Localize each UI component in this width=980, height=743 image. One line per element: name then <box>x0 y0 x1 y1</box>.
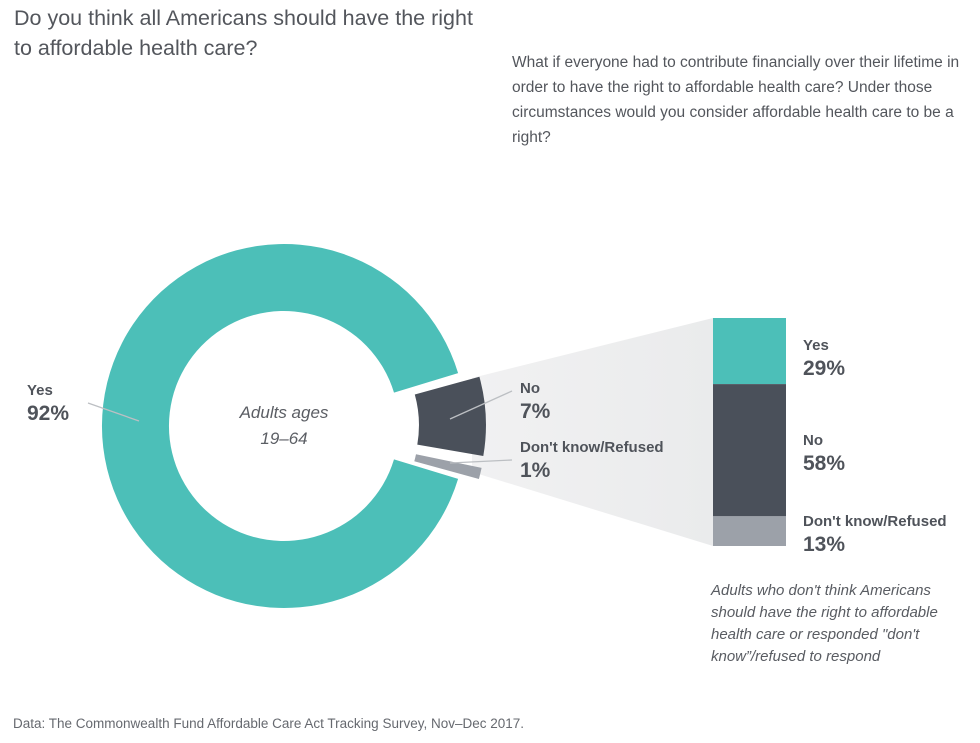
leader-line-dont-know <box>449 459 513 464</box>
data-source-footnote: Data: The Commonwealth Fund Affordable C… <box>13 716 525 731</box>
donut-center-label: Adults ages 19–64 <box>164 400 404 452</box>
donut-value-no: 7% <box>520 400 551 423</box>
leader-line-no <box>449 390 513 420</box>
bar-callout-dont-know: Don't know/Refused 13% <box>803 511 947 558</box>
donut-callout-dont-know: Don't know/Refused 1% <box>520 437 664 484</box>
donut-center-label-line1: Adults ages <box>239 403 329 422</box>
bar-label-dont-know: Don't know/Refused <box>803 513 947 530</box>
funnel-shape <box>472 318 713 546</box>
bar-label-no: No <box>803 432 823 449</box>
bar-value-no: 58% <box>803 452 846 475</box>
donut-segment-dont-know <box>414 454 482 479</box>
donut-label-yes: Yes <box>27 382 53 399</box>
donut-value-yes: 92% <box>27 402 70 425</box>
bar-callout-yes: Yes 29% <box>803 335 845 382</box>
donut-value-dont-know: 1% <box>520 459 551 482</box>
bar-subset-note: Adults who don't think Americans should … <box>711 582 938 665</box>
bar-segment-no <box>713 384 786 517</box>
donut-center-label-line2: 19–64 <box>260 429 308 448</box>
donut-label-no: No <box>520 380 540 397</box>
bar-value-yes: 29% <box>803 357 846 380</box>
bar-segment-yes <box>713 318 786 385</box>
donut-callout-no: No 7% <box>520 378 550 425</box>
bar-value-dont-know: 13% <box>803 533 846 556</box>
page-title: Do you think all Americans should have t… <box>14 6 473 60</box>
bar-segment-dont-know <box>713 516 786 546</box>
leader-line-yes <box>87 402 140 422</box>
bar-label-yes: Yes <box>803 337 829 354</box>
donut-segment-no <box>414 376 486 456</box>
followup-question-text: What if everyone had to contribute finan… <box>512 54 960 146</box>
donut-label-dont-know: Don't know/Refused <box>520 439 664 456</box>
donut-segment-yes <box>101 244 459 609</box>
donut-callout-yes: Yes 92% <box>27 380 69 427</box>
bar-callout-no: No 58% <box>803 430 845 477</box>
